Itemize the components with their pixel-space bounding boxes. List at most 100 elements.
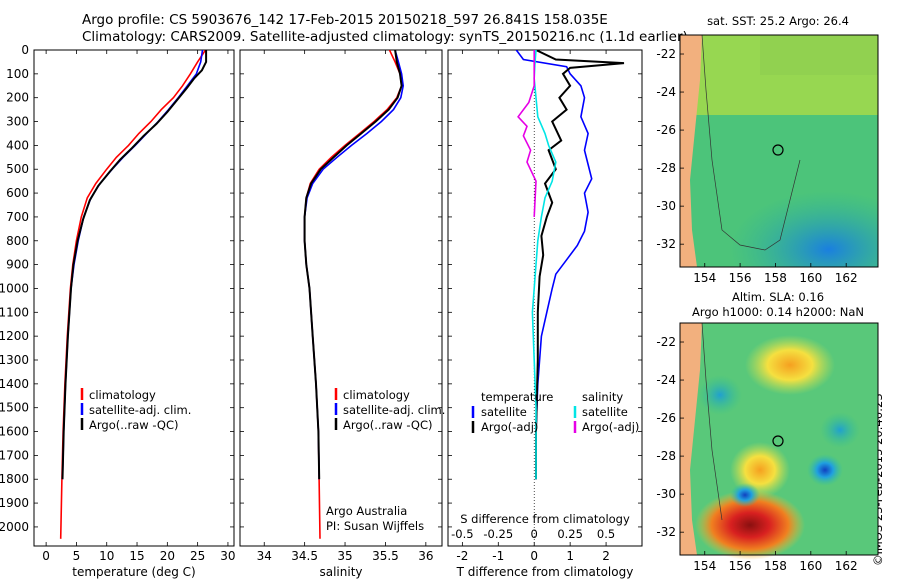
difference-panel: -2 -1 0 1 2 T difference from climatology temp…: [447, 49, 643, 579]
y-tick-label: 2000: [0, 520, 29, 534]
series-line-argo-raw-qc-: [303, 50, 403, 480]
map-axes: 154 156 158 160 162 -22 -24 -26 -28 -30 -32 sat. SS…: [656, 14, 864, 573]
y-tick-label: 900: [6, 258, 29, 272]
y-tick-label: 100: [6, 67, 29, 81]
y-tick-label: 400: [6, 138, 29, 152]
argo-position-marker-sla: [772, 435, 784, 447]
argo-position-marker: [772, 144, 784, 156]
x-tick-label: 35: [337, 549, 352, 563]
top-tick-label: 0: [531, 527, 538, 541]
annotation-institution: Argo Australia: [326, 504, 407, 518]
x-tick-label: -1: [492, 549, 504, 563]
y-tick-label: 1400: [0, 377, 29, 391]
top-tick-label: 0.25: [557, 527, 583, 541]
legend-heading-temperature: temperature: [481, 390, 553, 404]
y-tick-label: 1200: [0, 329, 29, 343]
legend-label: satellite-adj. clim.: [89, 403, 191, 417]
x-axis-label: salinity: [319, 565, 362, 579]
y-tick-label: 1300: [0, 353, 29, 367]
map-y-tick-label: -28: [656, 161, 676, 175]
y-tick-label: 1000: [0, 281, 29, 295]
map-x-tick-label: 154: [693, 271, 716, 285]
sla-map-title-line2: Argo h1000: 0.14 h2000: NaN: [692, 305, 864, 319]
map-y-tick-label: -26: [656, 411, 676, 425]
plot-frame: [239, 49, 443, 547]
map-y-tick-label: -24: [656, 373, 676, 387]
legend-label: satellite: [582, 405, 628, 419]
y-tick-label: 600: [6, 186, 29, 200]
y-tick-label: 1900: [0, 496, 29, 510]
x-tick-label: 1: [566, 549, 574, 563]
legend-label: Argo(..raw -QC): [343, 418, 433, 432]
y-tick-label: 1600: [0, 425, 29, 439]
x-tick-label: 25: [190, 549, 205, 563]
australia-coast-sla: [680, 323, 702, 555]
map-x-tick-label: 156: [729, 559, 752, 573]
x-tick-label: 0: [530, 549, 538, 563]
legend-label: climatology: [343, 388, 410, 402]
y-tick-label: 1100: [0, 305, 29, 319]
map-y-tick-label: -22: [656, 335, 676, 349]
map-x-tick-label: 156: [729, 271, 752, 285]
plot-frame: [33, 49, 235, 547]
top-tick-label: -0.5: [451, 527, 473, 541]
temperature-panel: 0100200300400500600700800900100011001200…: [0, 43, 236, 579]
map-y-tick-label: -30: [656, 199, 676, 213]
annotation-pi: PI: Susan Wijffels: [326, 519, 424, 533]
map-x-tick-label: 162: [835, 559, 858, 573]
legend-label: Argo(-adj): [582, 420, 639, 434]
map-x-tick-label: 158: [764, 271, 787, 285]
series-line-t-argo-adj-: [535, 50, 625, 480]
map-x-tick-label: 162: [835, 271, 858, 285]
map-y-tick-label: -22: [656, 47, 676, 61]
x-axis-label: T difference from climatology: [456, 565, 634, 579]
series-line-t-satellite: [515, 50, 593, 480]
map-x-tick-label: 160: [799, 559, 822, 573]
y-tick-label: 1800: [0, 472, 29, 486]
top-tick-label: -0.25: [483, 527, 513, 541]
legend-label: satellite: [481, 405, 527, 419]
x-tick-label: 2: [602, 549, 610, 563]
series-line-argo-raw-qc-: [61, 50, 208, 480]
x-tick-label: -2: [456, 549, 468, 563]
x-tick-label: 5: [73, 549, 81, 563]
legend-label: Argo(-adj): [481, 420, 538, 434]
x-tick-label: 0: [42, 549, 50, 563]
map-x-tick-label: 160: [799, 271, 822, 285]
map-y-tick-label: -30: [656, 487, 676, 501]
map-x-tick-label: 158: [764, 559, 787, 573]
legend-label: Argo(..raw -QC): [89, 418, 179, 432]
map-y-tick-label: -24: [656, 85, 676, 99]
map-y-tick-label: -28: [656, 449, 676, 463]
salinity-panel: 34 34.5 35 35.5 36 salinity climatologysatelli…: [239, 49, 445, 579]
legend-heading-salinity: salinity: [582, 390, 623, 404]
y-tick-label: 200: [6, 91, 29, 105]
y-tick-label: 700: [6, 210, 29, 224]
top-axis-label: S difference from climatology: [460, 512, 630, 526]
map-y-tick-label: -32: [656, 525, 676, 539]
y-tick-label: 300: [6, 115, 29, 129]
map-y-tick-label: -32: [656, 237, 676, 251]
series-line-s-argo-adj-: [517, 50, 537, 217]
map-y-tick-label: -26: [656, 123, 676, 137]
figure-title-line1: Argo profile: CS 5903676_142 17-Feb-2015…: [82, 12, 608, 28]
series-line-s-satellite: [531, 50, 557, 480]
figure-title-line2: Climatology: CARS2009. Satellite-adjuste…: [82, 29, 688, 45]
legend-label: climatology: [89, 388, 156, 402]
x-tick-label: 34.5: [291, 549, 318, 563]
x-tick-label: 34: [257, 549, 272, 563]
x-tick-label: 36: [418, 549, 433, 563]
x-axis-label: temperature (deg C): [72, 565, 195, 579]
plot-frame: [447, 49, 643, 547]
sst-map-title: sat. SST: 25.2 Argo: 26.4: [707, 14, 849, 28]
sst-map: [679, 34, 879, 268]
y-tick-label: 800: [6, 234, 29, 248]
x-tick-label: 10: [99, 549, 114, 563]
map-x-tick-label: 154: [693, 559, 716, 573]
top-tick-label: 0.5: [597, 527, 615, 541]
y-tick-label: 1500: [0, 401, 29, 415]
y-tick-label: 0: [21, 43, 29, 57]
australia-coast-sst: [680, 35, 702, 267]
sla-map-title-line1: Altim. SLA: 0.16: [732, 290, 824, 304]
